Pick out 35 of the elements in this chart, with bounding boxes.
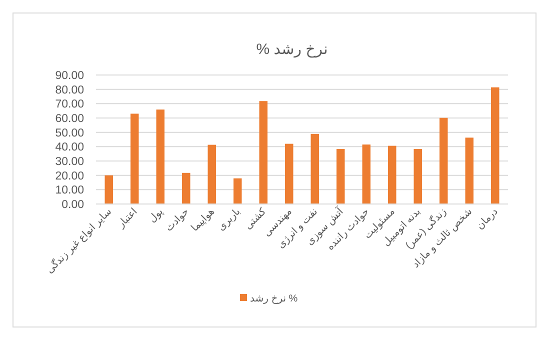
y-tick-label: 80.00 [55,84,84,96]
bar [285,144,294,204]
x-tick-label: پول [146,206,166,225]
bar [310,134,319,204]
bar [414,148,422,204]
y-tick-label: 30.00 [55,156,84,168]
bar [465,138,474,204]
bar [208,144,216,204]
y-tick-label: 40.00 [55,142,84,154]
bar [440,118,448,204]
y-tick-label: 90.00 [55,70,84,82]
y-tick-label: 10.00 [55,184,84,197]
y-tick-label: 20.00 [55,170,84,182]
bar [259,101,268,204]
x-tick-label: کشتی [243,206,269,232]
chart-title: نرخ رشد % [256,41,328,58]
y-tick-label: 70.00 [55,98,84,111]
bar [388,146,396,204]
bar [156,110,164,204]
bar [234,178,242,204]
x-tick-label: باربری [216,206,243,234]
y-tick-label: 0.00 [62,199,84,212]
y-tick-label: 60.00 [55,113,84,126]
x-tick-label: هواپیما [190,206,217,234]
bar [182,172,190,204]
legend-label: نرخ رشد % [250,294,298,304]
bar [336,148,345,204]
x-tick-label: درمان [474,206,500,232]
x-tick-label: اعتبار [115,206,140,231]
bar [130,114,139,204]
bar [104,175,113,204]
y-tick-label: 50.00 [55,127,84,140]
x-tick-label: حوادث [164,206,192,234]
bar [491,87,500,204]
bar [362,144,370,204]
